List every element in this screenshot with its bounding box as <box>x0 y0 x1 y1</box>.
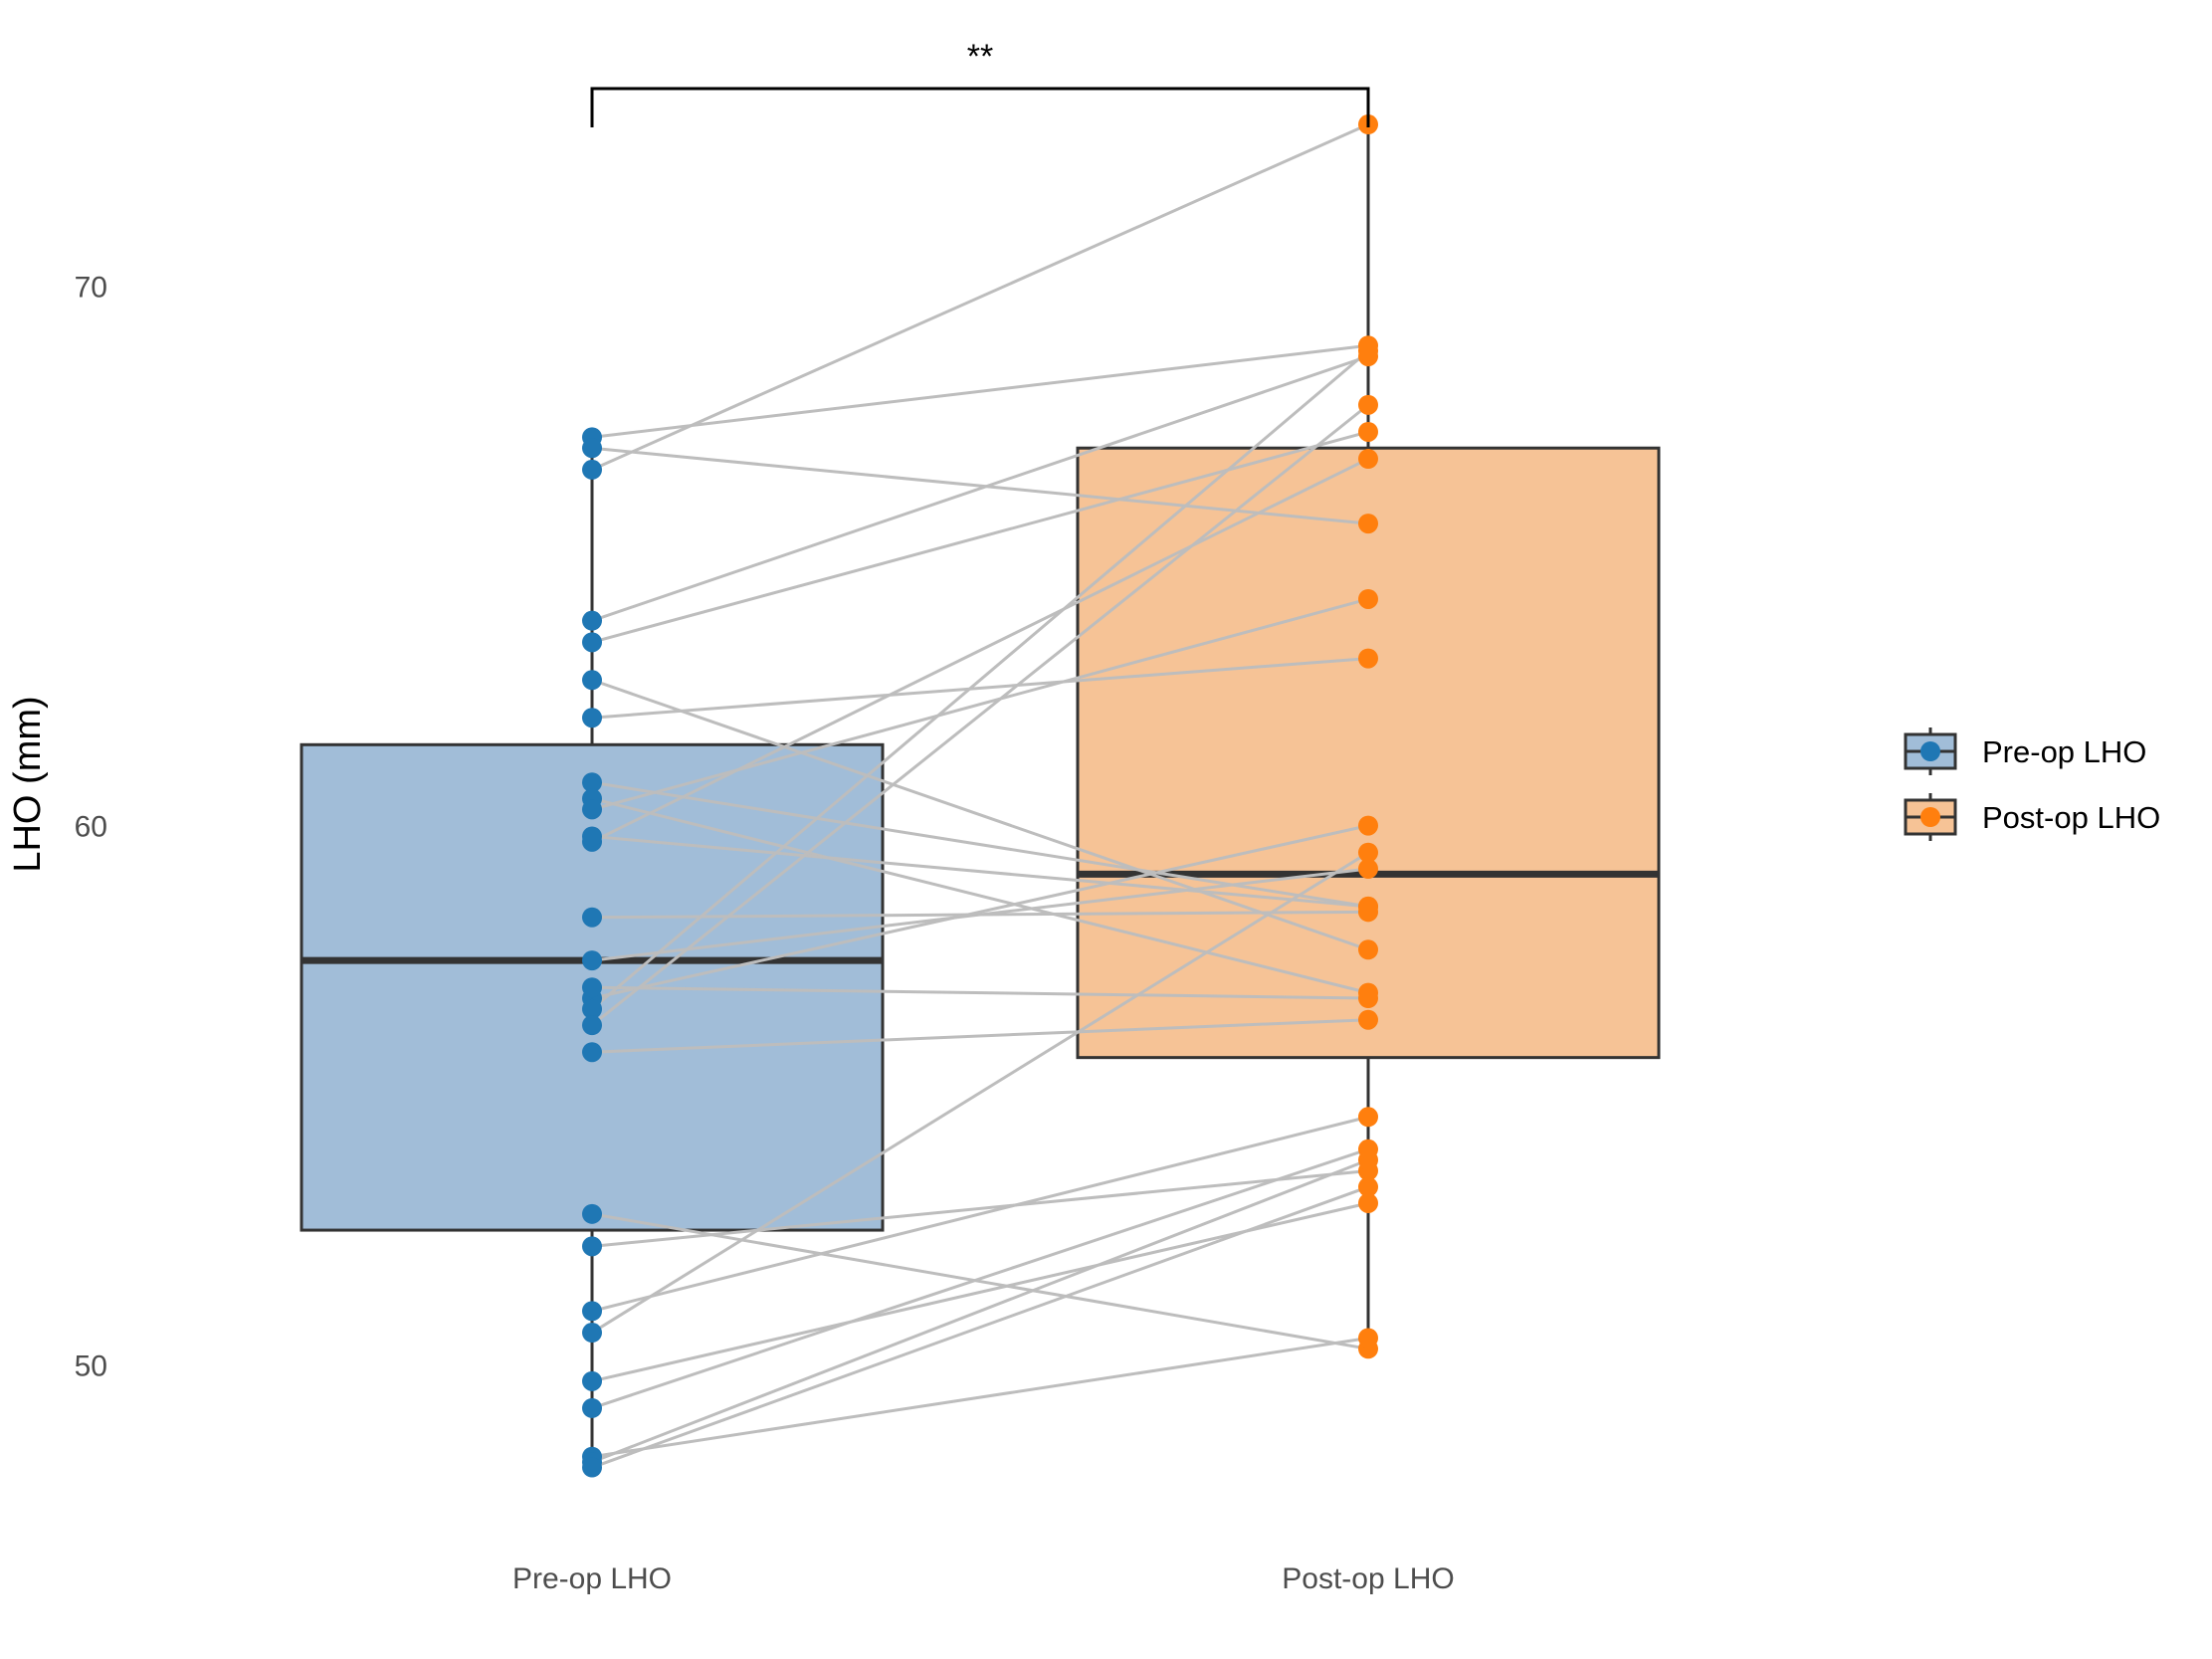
point-pre-23 <box>582 1323 602 1344</box>
point-post-6 <box>1358 939 1378 960</box>
point-post-11 <box>1358 449 1378 470</box>
pair-line-8 <box>591 780 1369 909</box>
legend-key-post-op-lho <box>1904 793 1957 841</box>
significance-bracket-line <box>590 87 1370 127</box>
point-post-15 <box>1358 815 1378 836</box>
legend-key-pre-op-lho <box>1904 727 1957 775</box>
point-post-16 <box>1358 340 1378 361</box>
point-post-14 <box>1358 858 1378 879</box>
point-post-28 <box>1358 1176 1378 1197</box>
legend-label-pre-op-lho: Pre-op LHO <box>1982 734 2146 769</box>
point-post-19 <box>1358 1009 1378 1030</box>
pair-line-22 <box>591 1115 1369 1313</box>
pair-line-3 <box>591 446 1369 525</box>
legend: Pre-op LHO Post-op LHO <box>1904 727 2160 841</box>
point-pre-5 <box>582 632 602 653</box>
point-pre-14 <box>582 950 602 971</box>
point-pre-13 <box>582 907 602 928</box>
pair-line-19 <box>591 1018 1369 1054</box>
pair-line-25 <box>591 1147 1369 1410</box>
pair-line-23 <box>591 851 1369 1335</box>
point-post-7 <box>1358 648 1378 669</box>
pair-line-17 <box>591 985 1369 1000</box>
pair-line-12 <box>591 834 1369 909</box>
box-post-op-lho <box>1076 446 1661 1060</box>
point-pre-1 <box>582 459 602 480</box>
y-tick-label-50: 50 <box>75 1350 107 1383</box>
pair-line-27 <box>591 1158 1369 1464</box>
point-pre-22 <box>582 1301 602 1322</box>
point-pre-12 <box>582 826 602 847</box>
point-post-3 <box>1358 514 1378 534</box>
point-pre-7 <box>582 708 602 728</box>
point-post-27 <box>1358 1149 1378 1170</box>
pair-line-16 <box>591 349 1369 1011</box>
point-pre-6 <box>582 670 602 691</box>
point-pre-20 <box>582 1203 602 1224</box>
legend-label-post-op-lho: Post-op LHO <box>1982 800 2160 835</box>
pair-line-28 <box>591 1185 1369 1469</box>
pair-line-1 <box>591 122 1369 472</box>
x-tick-label-pre-op-lho: Pre-op LHO <box>512 1562 672 1595</box>
y-tick-label-60: 60 <box>75 811 107 844</box>
pair-line-26 <box>591 1336 1369 1459</box>
pair-line-2 <box>591 343 1369 439</box>
significance-label: ** <box>967 38 993 76</box>
point-pre-17 <box>582 977 602 998</box>
point-post-23 <box>1358 842 1378 863</box>
point-pre-8 <box>582 772 602 793</box>
point-post-13 <box>1358 902 1378 923</box>
legend-key-point-pre-op-lho <box>1920 741 1940 761</box>
pair-line-14 <box>591 867 1369 962</box>
point-pre-25 <box>582 1397 602 1418</box>
point-pre-3 <box>582 438 602 459</box>
point-pre-19 <box>582 1042 602 1063</box>
pair-line-10 <box>591 597 1369 811</box>
y-axis-title: LHO (mm) <box>7 696 49 872</box>
point-post-18 <box>1358 394 1378 415</box>
point-post-5 <box>1358 421 1378 442</box>
point-pre-18 <box>582 1015 602 1036</box>
pair-line-21 <box>591 1168 1369 1248</box>
pair-line-9 <box>591 797 1369 995</box>
point-pre-28 <box>582 1457 602 1478</box>
y-axis: 50 60 70 <box>75 272 107 1383</box>
pair-line-7 <box>591 657 1369 720</box>
point-pre-16 <box>582 998 602 1019</box>
pair-line-20 <box>591 1212 1369 1350</box>
pair-line-6 <box>591 678 1369 951</box>
point-post-22 <box>1358 1107 1378 1128</box>
paired-lines <box>591 122 1369 1469</box>
plot-area: 50 60 70 LHO (mm) Pre-op LHO Post-op LHO ** <box>7 38 1661 1595</box>
point-post-17 <box>1358 988 1378 1009</box>
pair-line-18 <box>591 403 1369 1027</box>
pair-line-4 <box>591 354 1369 623</box>
point-pre-21 <box>582 1236 602 1257</box>
pair-line-15 <box>591 824 1369 1000</box>
x-axis: Pre-op LHO Post-op LHO <box>512 1562 1455 1595</box>
point-pre-4 <box>582 610 602 631</box>
boxes <box>300 446 1661 1232</box>
point-post-10 <box>1358 588 1378 609</box>
point-post-26 <box>1358 1328 1378 1348</box>
point-pre-10 <box>582 799 602 820</box>
pair-line-5 <box>591 430 1369 644</box>
point-pre-24 <box>582 1370 602 1391</box>
legend-key-point-post-op-lho <box>1920 807 1940 827</box>
y-tick-label-70: 70 <box>75 272 107 305</box>
point-post-24 <box>1358 1192 1378 1213</box>
data-points <box>582 114 1378 1478</box>
x-tick-label-post-op-lho: Post-op LHO <box>1282 1562 1454 1595</box>
pair-line-11 <box>591 457 1369 844</box>
significance-bracket: ** <box>590 38 1370 127</box>
